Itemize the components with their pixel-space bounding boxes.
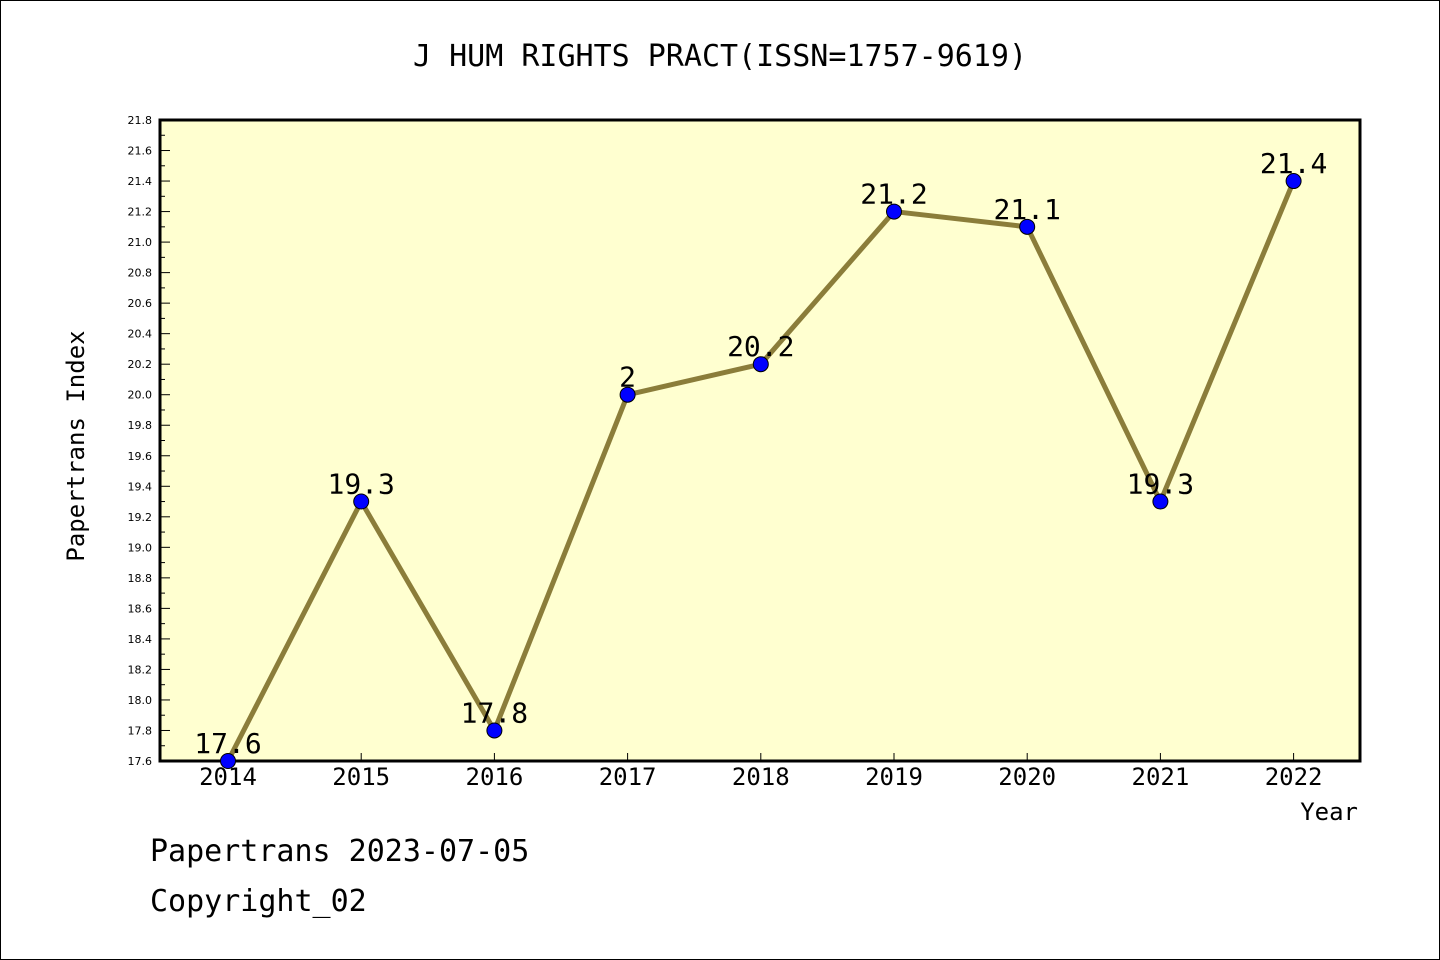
y-tick-label: 20.6 [128,297,153,310]
data-point [1285,173,1302,190]
data-label: 2 [619,361,636,394]
footer-copyright: Copyright_02 [150,884,367,919]
x-axis-label: Year [1300,798,1358,826]
y-tick-label: 20.4 [128,328,153,341]
data-label: 21.1 [993,193,1060,226]
x-tick-label: 2021 [1132,763,1190,791]
data-label: 17.8 [461,696,528,729]
y-tick-label: 19.0 [128,541,153,554]
y-tick-label: 21.2 [128,206,153,219]
y-tick-label: 18.0 [128,694,153,707]
y-tick-label: 21.8 [128,114,153,127]
data-label: 21.2 [860,178,927,211]
x-tick-label: 2015 [332,763,390,791]
y-tick-label: 21.6 [128,145,153,158]
x-tick-label: 2019 [865,763,923,791]
y-tick-label: 20.8 [128,267,153,280]
y-tick-label: 17.6 [128,755,153,768]
y-tick-label: 17.8 [128,724,153,737]
data-label: 19.3 [327,468,394,501]
y-axis-label: Papertrans Index [62,330,90,561]
x-axis: 2014 2015 2016 2017 2018 2019 2020 2021 2022 [199,753,1322,791]
y-tick-label: 20.2 [128,358,153,371]
data-point [486,722,503,739]
y-tick-label: 18.8 [128,572,153,585]
data-point [220,753,236,769]
data-point [886,203,902,220]
series-group: 17.6 19.3 17.8 2 20.2 21.2 21.1 19.3 21.4 [194,147,1327,769]
data-point [1019,218,1036,235]
x-tick-label: 2020 [998,763,1056,791]
y-tick-label: 21.4 [128,175,153,188]
footer-date: Papertrans 2023-07-05 [150,834,530,869]
y-axis: 17.6 17.8 18.0 18.2 18.4 18.6 18.8 19.0 19.2 19.4… [128,114,170,768]
y-tick-label: 18.6 [128,602,153,615]
y-tick-label: 18.2 [128,663,153,676]
y-tick-label: 19.8 [128,419,153,432]
data-label: 19.3 [1127,468,1194,501]
data-label: 17.6 [194,727,261,760]
data-point [353,493,370,510]
x-tick-label: 2022 [1265,763,1323,791]
y-tick-label: 19.4 [128,480,153,493]
y-tick-label: 20.0 [128,389,153,402]
y-tick-label: 19.6 [128,450,153,463]
y-tick-label: 19.2 [128,511,153,524]
data-point [619,386,636,403]
chart-title: J HUM RIGHTS PRACT(ISSN=1757-9619) [413,39,1027,74]
data-point [1152,493,1169,510]
data-label: 21.4 [1260,147,1327,180]
x-tick-label: 2017 [599,763,657,791]
x-tick-label: 2018 [732,763,790,791]
data-point [752,356,769,373]
x-tick-label: 2016 [466,763,524,791]
plot-area [158,118,1362,763]
data-label: 20.2 [727,330,794,363]
y-tick-label: 21.0 [128,236,153,249]
y-tick-label: 18.4 [128,633,153,646]
